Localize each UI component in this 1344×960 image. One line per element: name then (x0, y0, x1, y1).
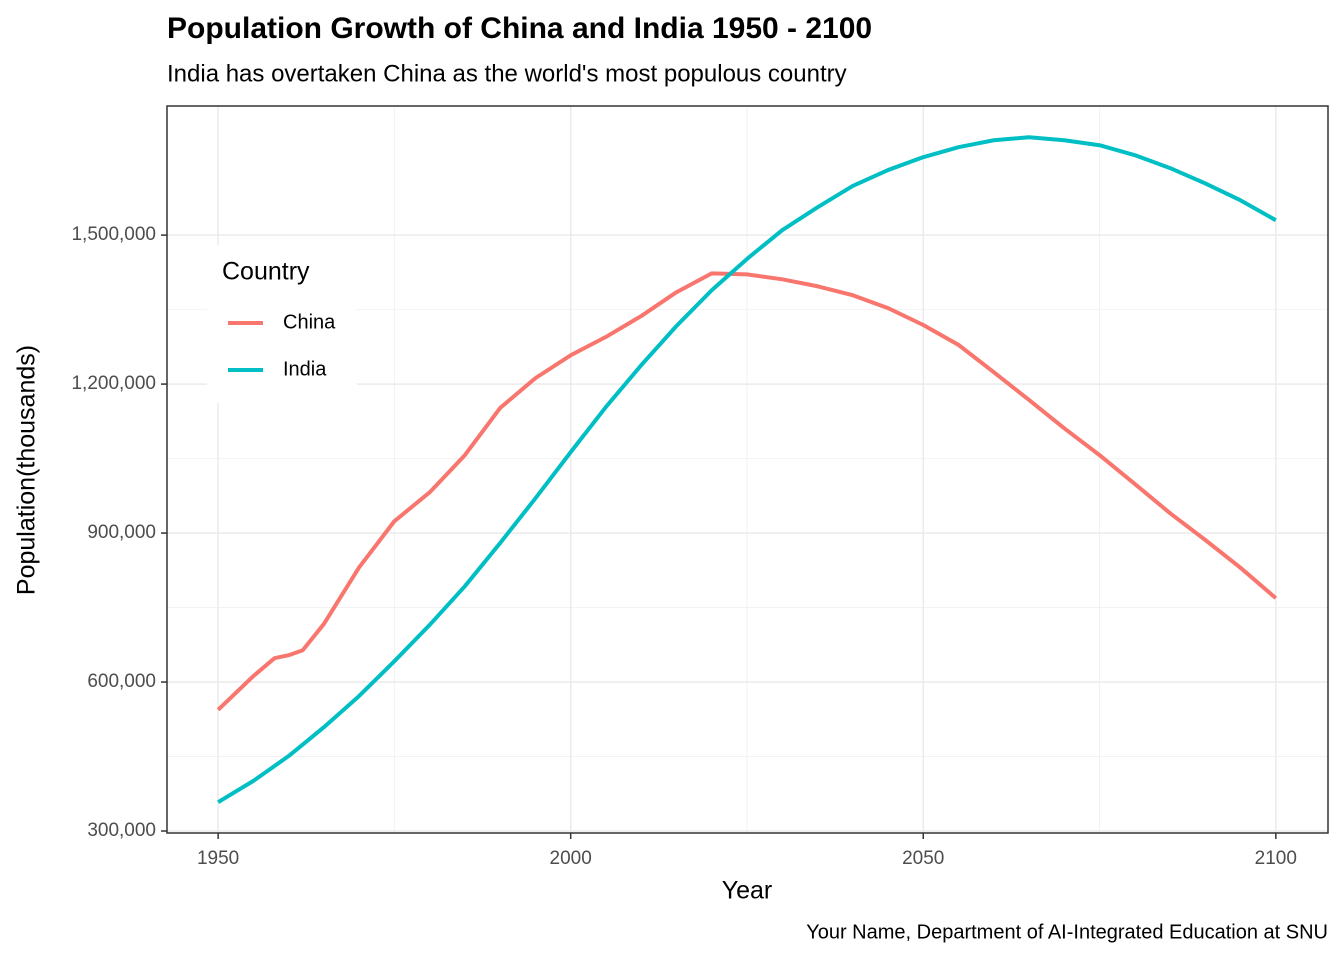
x-tick-label: 2000 (550, 848, 592, 869)
chart-subtitle: India has overtaken China as the world's… (167, 60, 847, 87)
y-tick-label: 900,000 (87, 522, 156, 543)
x-axis-title: Year (722, 877, 773, 905)
caption: Your Name, Department of AI-Integrated E… (806, 921, 1328, 943)
y-tick-label: 300,000 (87, 820, 156, 841)
y-tick-label: 1,500,000 (71, 224, 156, 245)
x-tick-label: 1950 (197, 848, 239, 869)
legend-title: Country (222, 258, 310, 286)
plot-border (166, 105, 1329, 834)
y-tick-label: 600,000 (87, 671, 156, 692)
legend-label: China (283, 311, 336, 333)
series-line (217, 135, 1277, 804)
y-tick-label: 1,200,000 (71, 373, 156, 394)
legend-label: India (283, 358, 327, 380)
x-tick-label: 2100 (1255, 848, 1297, 869)
series-line (216, 271, 1278, 712)
x-tick-label: 2050 (902, 848, 944, 869)
y-axis-title: Population(thousands) (13, 345, 41, 595)
chart-title: Population Growth of China and India 195… (167, 12, 872, 45)
